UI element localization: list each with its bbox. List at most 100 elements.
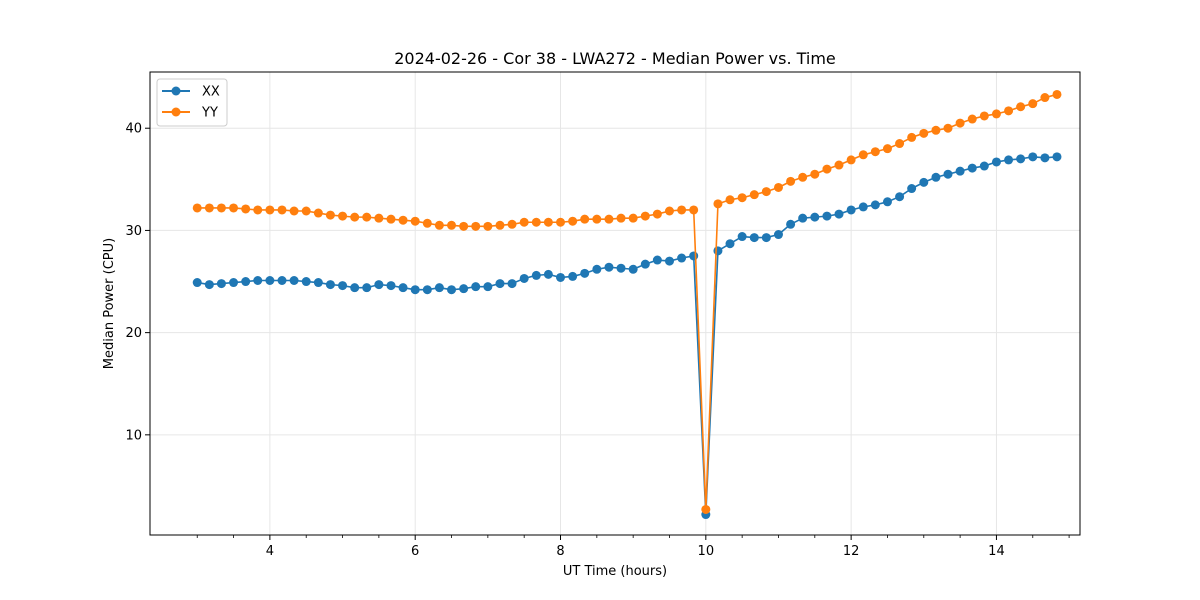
data-point-xx [931, 172, 941, 182]
data-point-xx [459, 284, 469, 294]
data-point-yy [616, 213, 626, 223]
legend-label-xx: XX [202, 85, 220, 100]
data-point-yy [604, 214, 614, 224]
data-point-xx [398, 283, 408, 293]
x-tick-label: 12 [843, 544, 860, 559]
data-point-yy [907, 132, 917, 142]
data-point-xx [350, 283, 360, 293]
data-point-xx [616, 263, 626, 273]
data-point-xx [652, 255, 662, 265]
data-point-xx [289, 276, 299, 285]
data-point-yy [628, 213, 638, 223]
y-tick-label: 40 [125, 122, 142, 137]
data-point-yy [277, 205, 287, 215]
data-point-yy [422, 218, 432, 228]
data-point-yy [725, 195, 735, 205]
data-point-yy [325, 210, 335, 220]
data-point-xx [277, 276, 287, 285]
data-point-yy [434, 220, 444, 230]
data-point-xx [955, 166, 965, 176]
data-point-xx [677, 253, 687, 263]
x-tick-label: 4 [266, 544, 274, 559]
data-point-yy [713, 199, 723, 209]
data-point-xx [846, 205, 856, 215]
data-point-yy [410, 216, 420, 226]
data-point-yy [338, 211, 348, 221]
series-layer [192, 89, 1062, 520]
data-point-yy [519, 217, 529, 227]
data-point-xx [870, 200, 880, 210]
data-point-xx [301, 277, 311, 287]
data-point-xx [761, 233, 771, 243]
data-point-xx [338, 281, 348, 291]
data-point-xx [241, 277, 251, 287]
data-point-yy [882, 144, 892, 154]
data-point-xx [447, 285, 457, 295]
y-axis-label: Median Power (CPU) [102, 238, 117, 369]
data-point-yy [761, 187, 771, 197]
data-point-yy [1052, 89, 1062, 99]
data-point-xx [1052, 152, 1062, 162]
chart-title: 2024-02-26 - Cor 38 - LWA272 - Median Po… [394, 49, 836, 68]
data-point-xx [580, 268, 590, 278]
ticks: 4 6 8 10 12 14 10 20 30 40 [125, 122, 1070, 559]
data-point-yy [471, 221, 481, 231]
grid [150, 72, 1080, 535]
data-point-yy [204, 203, 214, 213]
data-point-yy [701, 504, 711, 514]
data-point-xx [919, 177, 929, 187]
data-point-yy [737, 193, 747, 203]
data-point-yy [943, 123, 953, 133]
data-point-yy [870, 147, 880, 157]
data-point-yy [350, 212, 360, 222]
data-point-yy [459, 221, 469, 231]
data-point-yy [265, 205, 275, 215]
data-point-yy [592, 214, 602, 224]
data-point-yy [1028, 99, 1038, 109]
data-point-xx [943, 169, 953, 179]
data-point-xx [810, 212, 820, 222]
data-point-xx [858, 202, 868, 212]
data-point-yy [1040, 93, 1050, 103]
data-point-xx [374, 280, 384, 290]
data-point-xx [253, 276, 263, 285]
data-point-yy [640, 211, 650, 221]
data-point-xx [592, 264, 602, 274]
data-point-yy [798, 172, 808, 182]
data-point-xx [495, 279, 505, 289]
data-point-xx [967, 163, 977, 173]
data-point-yy [810, 169, 820, 179]
data-point-xx [313, 278, 323, 288]
data-point-xx [434, 283, 444, 293]
data-point-xx [229, 278, 239, 288]
data-point-xx [507, 279, 517, 289]
data-point-xx [604, 262, 614, 272]
data-point-xx [568, 271, 578, 281]
data-point-xx [895, 192, 905, 202]
data-point-yy [531, 217, 541, 227]
data-point-xx [713, 246, 723, 256]
data-point-yy [192, 203, 202, 213]
data-point-yy [858, 150, 868, 160]
data-point-xx [216, 279, 226, 289]
data-point-yy [313, 208, 323, 218]
data-point-xx [531, 270, 541, 280]
data-point-yy [301, 206, 311, 216]
data-point-xx [204, 280, 214, 290]
y-tick-label: 30 [125, 224, 142, 239]
data-point-xx [822, 211, 832, 221]
data-point-xx [325, 280, 335, 290]
data-point-xx [519, 273, 529, 283]
data-point-yy [749, 190, 759, 200]
data-point-xx [265, 276, 275, 285]
x-tick-label: 8 [556, 544, 564, 559]
data-point-xx [1004, 155, 1014, 165]
data-point-yy [483, 221, 493, 231]
data-point-yy [495, 220, 505, 230]
data-point-yy [398, 215, 408, 225]
data-point-yy [846, 155, 856, 165]
data-point-yy [447, 220, 457, 230]
x-axis-label: UT Time (hours) [563, 564, 667, 579]
data-point-xx [1028, 152, 1038, 162]
